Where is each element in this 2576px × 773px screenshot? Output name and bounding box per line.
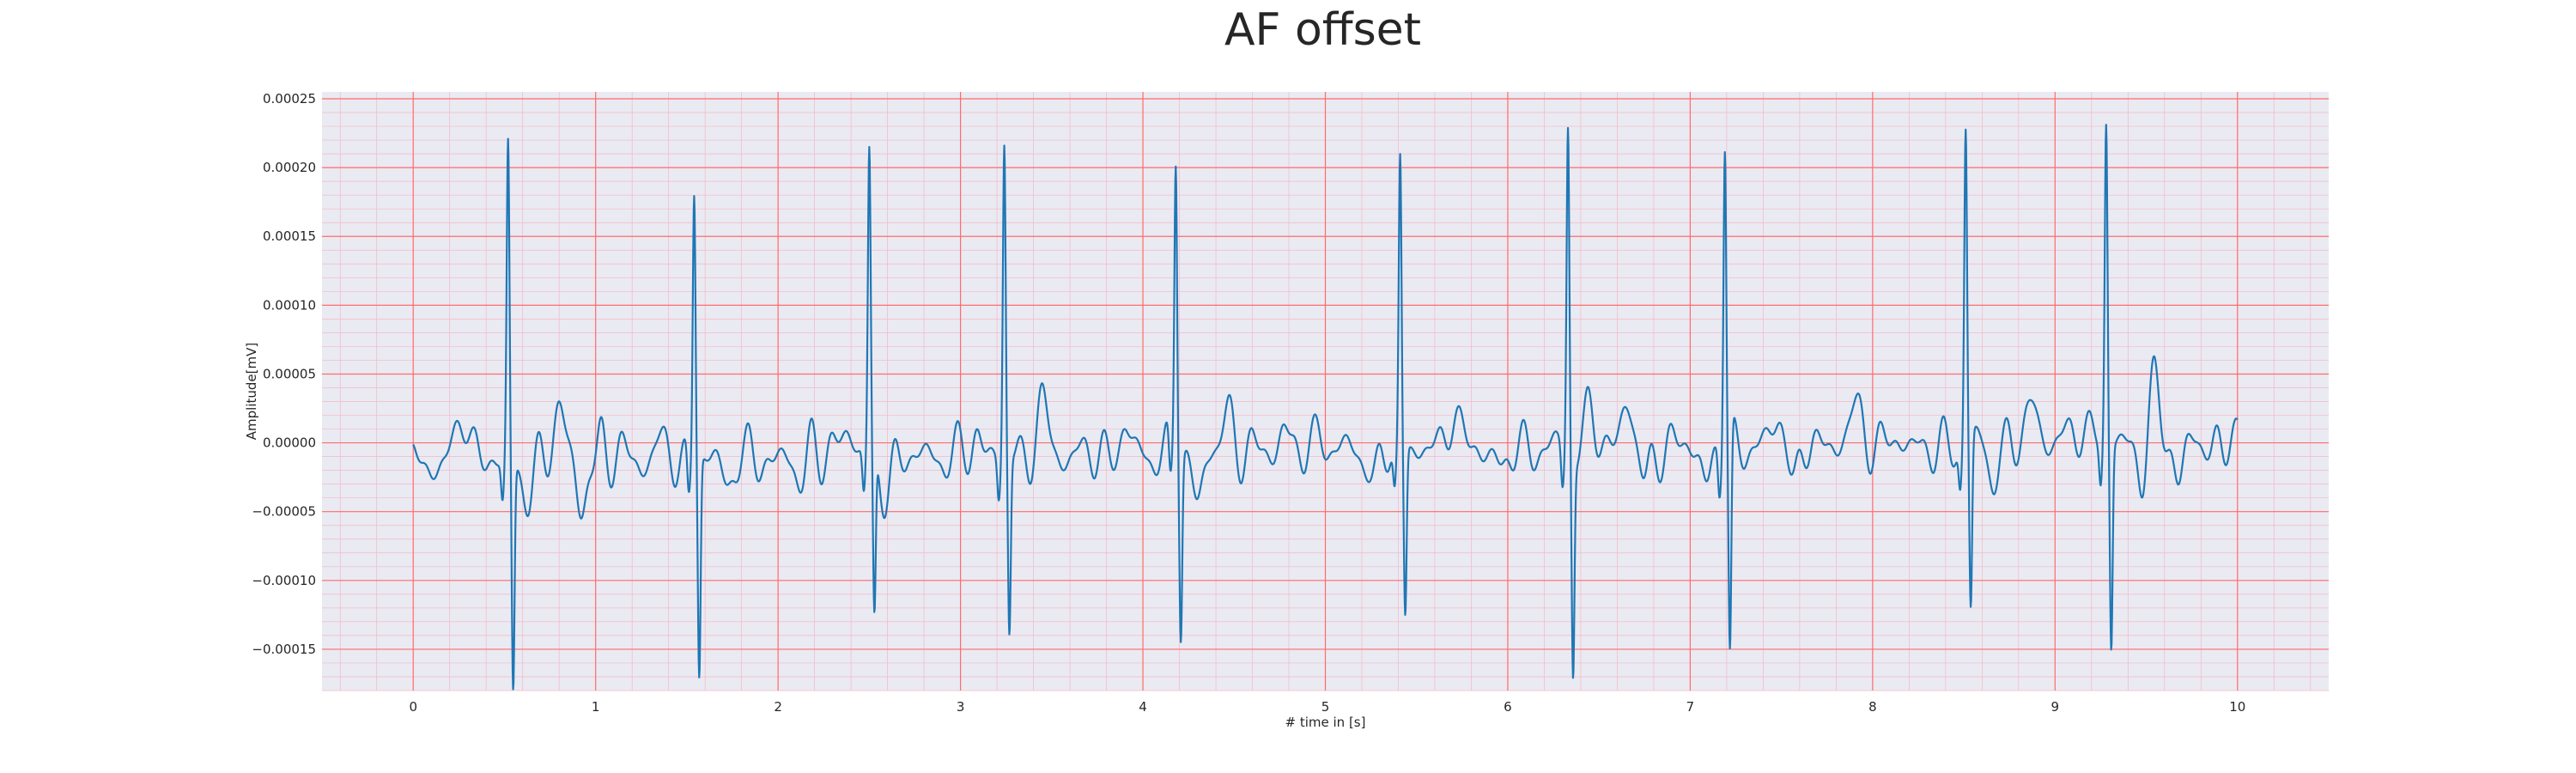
y-tick-label: 0.00020 (263, 160, 316, 175)
x-tick-label: 0 (409, 699, 417, 715)
x-tick-label: 2 (774, 699, 782, 715)
y-tick-label: 0.00005 (263, 366, 316, 381)
y-tick-label: 0.00025 (263, 91, 316, 107)
series-group (412, 124, 2239, 691)
x-tick-label: 6 (1504, 699, 1512, 715)
y-tick-label: 0.00015 (263, 228, 316, 244)
y-tick-label: 0.00000 (263, 435, 316, 451)
x-axis-label: # time in [s] (1285, 715, 1366, 730)
y-axis-ticks: −0.00015 −0.00010 −0.00005 0.00000 0.00005 0.… (252, 91, 316, 657)
x-tick-label: 8 (1868, 699, 1877, 715)
y-tick-label: 0.00010 (263, 297, 316, 313)
chart-title: AF offset (1224, 4, 1421, 56)
y-tick-label: −0.00010 (252, 573, 316, 588)
ecg-series-line (412, 124, 2239, 691)
x-tick-label: 7 (1686, 699, 1695, 715)
x-tick-label: 9 (2051, 699, 2060, 715)
x-tick-label: 3 (957, 699, 965, 715)
y-tick-label: −0.00015 (252, 642, 316, 657)
y-tick-label: −0.00005 (252, 504, 316, 520)
x-tick-label: 5 (1321, 699, 1330, 715)
x-tick-label: 1 (592, 699, 600, 715)
y-axis-label: Amplitude[mV] (244, 343, 259, 440)
x-tick-label: 4 (1139, 699, 1147, 715)
x-axis-ticks: 0 1 2 3 4 5 6 7 8 9 10 (409, 699, 2245, 715)
x-tick-label: 10 (2229, 699, 2245, 715)
